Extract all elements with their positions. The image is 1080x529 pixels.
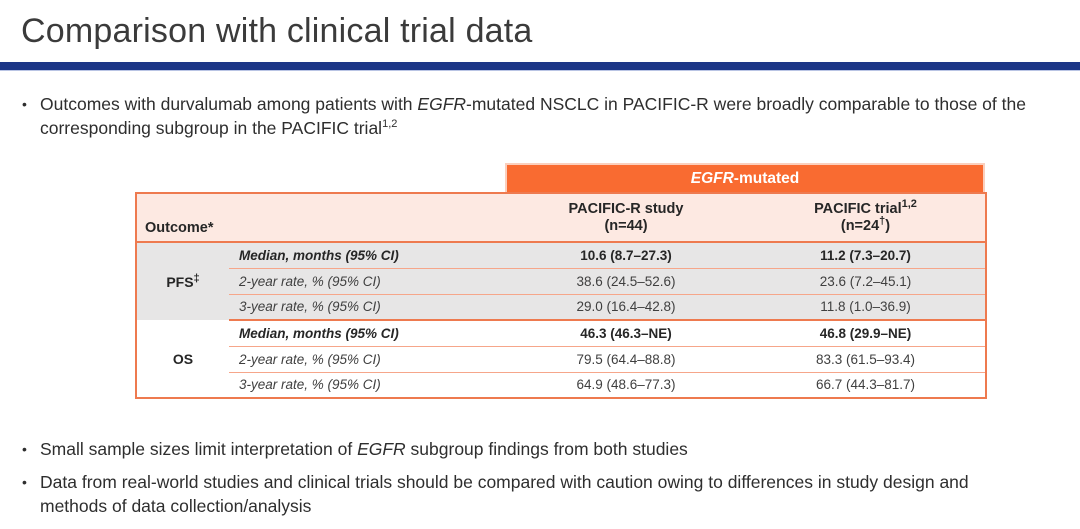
comparison-table: EGFR -mutated Outcome* PACIFIC-R study (n… <box>135 163 987 399</box>
pacificr-study-label: PACIFIC-R study <box>568 200 684 217</box>
footnote-superscript: ‡ <box>193 271 200 284</box>
intro-part2: -mutated NSCLC in PACIFIC-R were broadly… <box>40 94 1026 138</box>
gene-name: EGFR <box>357 439 406 459</box>
value-cell-pacific-r: 29.0 (16.4–42.8) <box>506 294 746 321</box>
metric-cell: Median, months (95% CI) <box>229 320 506 347</box>
metric-cell: 2-year rate, % (95% CI) <box>229 268 506 295</box>
value-cell-pacific-trial: 66.7 (44.3–81.7) <box>746 372 986 398</box>
table-row: PFS‡ Median, months (95% CI) 10.6 (8.7–2… <box>136 242 986 320</box>
banner-rest: -mutated <box>733 169 800 187</box>
table-row: 3-year rate, % (95% CI) 64.9 (48.6–77.3)… <box>136 372 986 398</box>
pacific-trial-label: PACIFIC trial <box>814 200 902 217</box>
value-cell-pacific-r: 38.6 (24.5–52.6) <box>506 268 746 295</box>
value-cell-pacific-trial: 83.3 (61.5–93.4) <box>746 346 986 373</box>
bullet-small-samples: • Small sample sizes limit interpretatio… <box>22 437 1054 461</box>
gene-name: EGFR <box>417 94 467 114</box>
trial-n-close: ) <box>885 217 891 234</box>
samples-part1: Small sample sizes limit interpretation … <box>40 439 358 459</box>
trial-n-open: (n=24 <box>840 217 880 234</box>
dagger-superscript: † <box>879 214 886 227</box>
intro-part1: Outcomes with durvalumab among patients … <box>40 94 418 114</box>
page-title: Comparison with clinical trial data <box>21 12 533 50</box>
bullet-intro-text: Outcomes with durvalumab among patients … <box>40 92 1054 140</box>
pacificr-header-cell: PACIFIC-R study (n=44) <box>506 193 746 243</box>
row-group-label-os: OS <box>136 320 229 398</box>
outcome-header-cell: Outcome* <box>136 193 506 243</box>
value-cell-pacific-trial: 11.8 (1.0–36.9) <box>746 294 986 321</box>
value-cell-pacific-trial: 23.6 (7.2–45.1) <box>746 268 986 295</box>
bullet-intro: • Outcomes with durvalumab among patient… <box>22 92 1054 140</box>
table-row: 2-year rate, % (95% CI) 79.5 (64.4–88.8)… <box>136 346 986 373</box>
table-row: OS Median, months (95% CI) 46.3 (46.3–NE… <box>136 320 986 398</box>
metric-cell: 3-year rate, % (95% CI) <box>229 294 506 321</box>
bullet-samples-text: Small sample sizes limit interpretation … <box>40 437 1054 461</box>
bullet-icon: • <box>22 96 27 112</box>
table-header-row: Outcome* PACIFIC-R study (n=44) PACIFIC … <box>136 193 986 243</box>
table-row: 2-year rate, % (95% CI) 38.6 (24.5–52.6)… <box>136 268 986 295</box>
value-cell-pacific-trial: 11.2 (7.3–20.7) <box>746 242 986 269</box>
table-banner-egfr-mutated: EGFR -mutated <box>505 163 985 192</box>
metric-cell: 3-year rate, % (95% CI) <box>229 372 506 398</box>
citation-superscript: 1,2 <box>382 118 398 131</box>
value-cell-pacific-trial: 46.8 (29.9–NE) <box>746 320 986 347</box>
gene-name: EGFR <box>690 169 734 187</box>
trial-header-cell: PACIFIC trial1,2 (n=24†) <box>746 193 986 243</box>
bullet-icon: • <box>22 474 27 490</box>
citation-superscript: 1,2 <box>901 197 917 210</box>
metric-cell: Median, months (95% CI) <box>229 242 506 269</box>
bullet-caution: • Data from real-world studies and clini… <box>22 470 1027 518</box>
title-divider <box>0 62 1080 71</box>
bullet-caution-text: Data from real-world studies and clinica… <box>40 472 969 516</box>
group-label-text: PFS <box>166 273 194 290</box>
row-group-label-pfs: PFS‡ <box>136 242 229 320</box>
group-label-text: OS <box>172 350 194 367</box>
table-row: 3-year rate, % (95% CI) 29.0 (16.4–42.8)… <box>136 294 986 321</box>
value-cell-pacific-r: 64.9 (48.6–77.3) <box>506 372 746 398</box>
pacificr-n-label: (n=44) <box>604 217 648 234</box>
value-cell-pacific-r: 79.5 (64.4–88.8) <box>506 346 746 373</box>
outcomes-table: Outcome* PACIFIC-R study (n=44) PACIFIC … <box>135 192 987 399</box>
value-cell-pacific-r: 10.6 (8.7–27.3) <box>506 242 746 269</box>
bullet-icon: • <box>22 441 27 457</box>
metric-cell: 2-year rate, % (95% CI) <box>229 346 506 373</box>
samples-part2: subgroup findings from both studies <box>405 439 688 459</box>
value-cell-pacific-r: 46.3 (46.3–NE) <box>506 320 746 347</box>
